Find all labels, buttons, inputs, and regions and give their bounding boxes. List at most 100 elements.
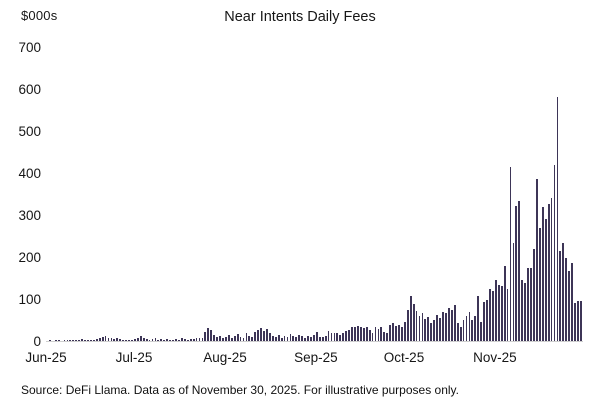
- bar: [471, 320, 474, 341]
- bar: [169, 340, 172, 341]
- bar: [98, 338, 101, 341]
- bar: [374, 327, 377, 341]
- bar: [333, 333, 336, 341]
- bar: [286, 336, 289, 341]
- bar: [362, 328, 365, 341]
- bar: [465, 315, 468, 341]
- bar: [104, 335, 107, 341]
- bar: [66, 340, 69, 341]
- x-tick-label: Nov-25: [473, 350, 517, 365]
- bar: [277, 335, 280, 341]
- bar: [81, 339, 83, 341]
- source-note: Source: DeFi Llama. Data as of November …: [21, 383, 459, 397]
- x-axis-line: [46, 341, 583, 342]
- y-tick-label: 0: [33, 333, 41, 349]
- bar: [78, 340, 81, 341]
- bar: [274, 336, 277, 341]
- bar: [424, 319, 427, 341]
- bar: [383, 331, 386, 341]
- bar: [113, 338, 116, 341]
- bar: [521, 279, 524, 341]
- bar: [313, 335, 315, 341]
- bar: [530, 267, 532, 341]
- bar: [157, 339, 160, 341]
- bar: [491, 291, 494, 341]
- bar: [380, 326, 383, 341]
- bar: [450, 310, 453, 341]
- bar: [178, 339, 180, 341]
- bar: [230, 337, 233, 341]
- bar: [345, 330, 348, 341]
- bar: [213, 335, 216, 341]
- x-tick-label: Oct-25: [383, 350, 425, 365]
- bar: [324, 335, 327, 341]
- bar: [494, 280, 497, 341]
- bar: [553, 165, 556, 341]
- bar: [307, 335, 309, 341]
- bar: [509, 167, 512, 341]
- bar: [577, 301, 579, 341]
- bar: [506, 288, 509, 341]
- bar: [116, 338, 119, 341]
- bar: [330, 332, 333, 341]
- bar: [263, 330, 265, 341]
- bar: [148, 339, 151, 341]
- bar: [295, 336, 298, 341]
- bar: [439, 317, 441, 341]
- x-tick-label: Jun-25: [25, 350, 67, 365]
- bar: [92, 340, 95, 341]
- plot-area: [46, 47, 583, 341]
- bar: [180, 338, 183, 341]
- bar: [339, 335, 342, 341]
- y-tick-label: 500: [18, 123, 41, 139]
- bar: [395, 325, 397, 341]
- bar: [321, 337, 324, 341]
- bar: [409, 296, 412, 341]
- bar: [562, 242, 565, 341]
- bar: [101, 337, 104, 341]
- chart-title: Near Intents Daily Fees: [224, 9, 376, 25]
- bar: [198, 337, 201, 341]
- bar: [310, 336, 312, 341]
- bar: [254, 331, 257, 341]
- bar: [544, 219, 547, 341]
- bar: [160, 339, 163, 341]
- bar: [122, 339, 125, 341]
- bar: [195, 338, 198, 341]
- bar: [500, 286, 503, 341]
- bar: [95, 339, 98, 341]
- bar: [87, 340, 89, 341]
- bar: [359, 327, 362, 341]
- bar: [453, 305, 456, 341]
- bar: [110, 338, 113, 341]
- bar: [90, 339, 92, 341]
- y-tick-label: 600: [18, 81, 41, 97]
- bar: [456, 323, 459, 341]
- bar: [368, 330, 371, 341]
- bar: [559, 251, 562, 341]
- bar: [210, 330, 213, 341]
- bar: [183, 339, 186, 341]
- bar: [392, 323, 395, 341]
- bar: [406, 309, 409, 341]
- bar: [128, 339, 130, 341]
- bar: [289, 334, 292, 341]
- bar: [547, 204, 550, 341]
- bar: [298, 335, 301, 341]
- bar: [357, 325, 359, 341]
- bar: [427, 316, 430, 341]
- bar: [512, 242, 515, 341]
- bar: [483, 301, 485, 341]
- bar: [503, 266, 506, 341]
- bar: [48, 340, 51, 341]
- bar: [574, 303, 576, 341]
- bar: [248, 335, 251, 341]
- bar: [227, 335, 230, 341]
- y-axis-unit-label: $000s: [21, 8, 58, 23]
- bar: [186, 339, 189, 341]
- bar: [242, 337, 245, 341]
- bar: [462, 320, 465, 341]
- bar: [436, 314, 439, 341]
- y-tick-label: 100: [18, 291, 41, 307]
- bar: [348, 330, 350, 341]
